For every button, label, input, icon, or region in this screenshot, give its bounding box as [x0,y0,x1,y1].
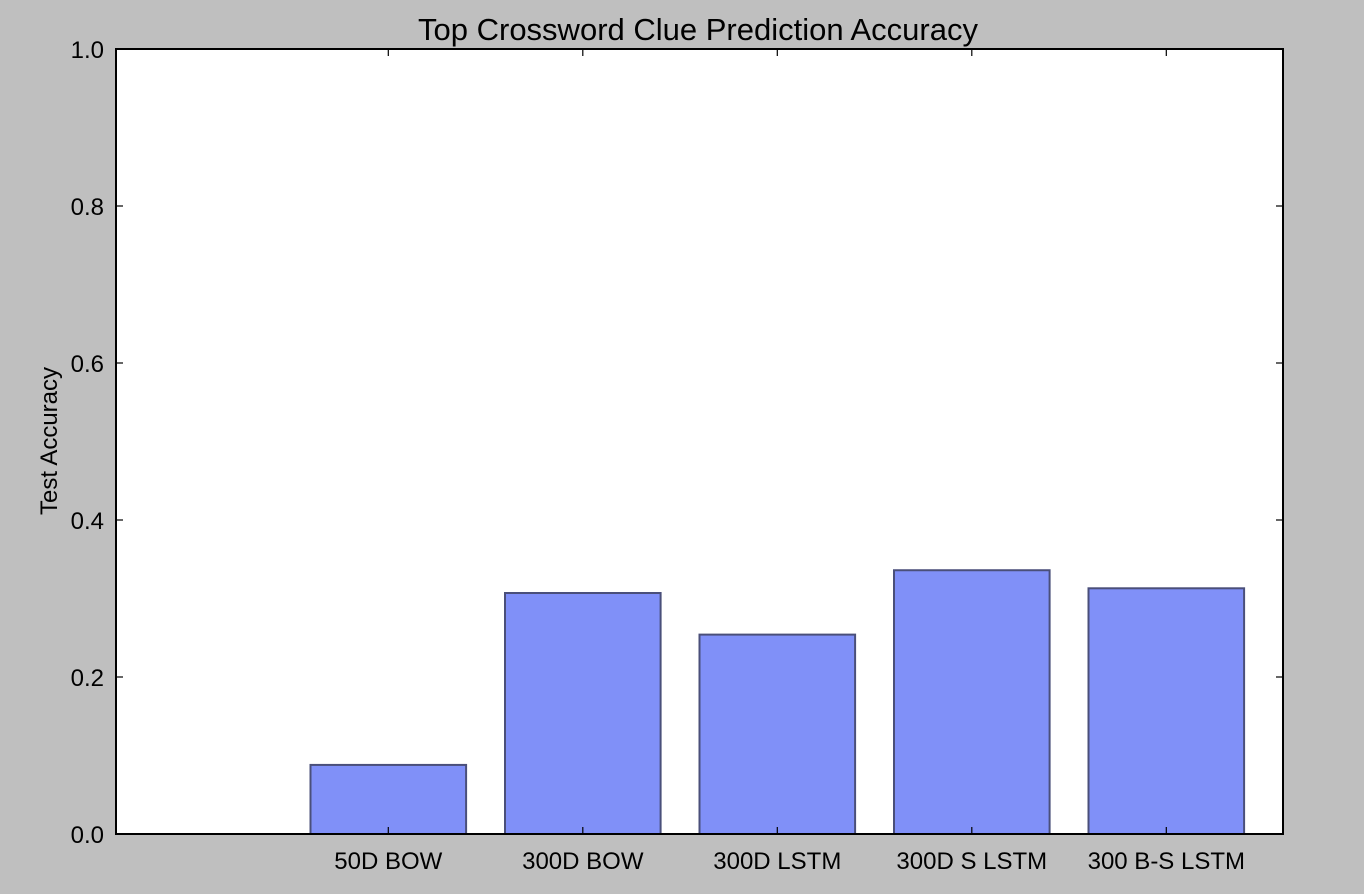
y-tick-label: 0.6 [71,351,104,378]
bar-2 [504,592,662,835]
y-tick-labels: 0.0 0.2 0.4 0.6 0.8 1.0 [71,37,104,849]
y-tick-label: 0.0 [71,822,104,849]
x-tick-label: 300D LSTM [713,848,841,875]
bar-4 [893,569,1051,835]
y-tick-label: 0.4 [71,508,104,535]
x-tick-label: 300 B-S LSTM [1088,848,1245,875]
x-tick-label: 50D BOW [334,848,442,875]
bar-1 [309,763,468,835]
bar-3 [698,633,857,835]
x-tick-label: 300D BOW [522,848,644,875]
x-tick-labels: 50D BOW 300D BOW 300D LSTM 300D S LSTM 300 B… [334,848,1245,875]
y-tick-label: 0.8 [71,194,104,221]
bars [309,569,1246,835]
y-tick-label: 0.2 [71,665,104,692]
y-tick-label: 1.0 [71,37,104,64]
plot-frame [115,48,1284,835]
bar-5 [1087,587,1246,835]
x-tick-label: 300D S LSTM [896,848,1047,875]
y-axis-label: Test Accuracy [36,367,63,515]
chart-title: Top Crossword Clue Prediction Accuracy [418,12,978,47]
